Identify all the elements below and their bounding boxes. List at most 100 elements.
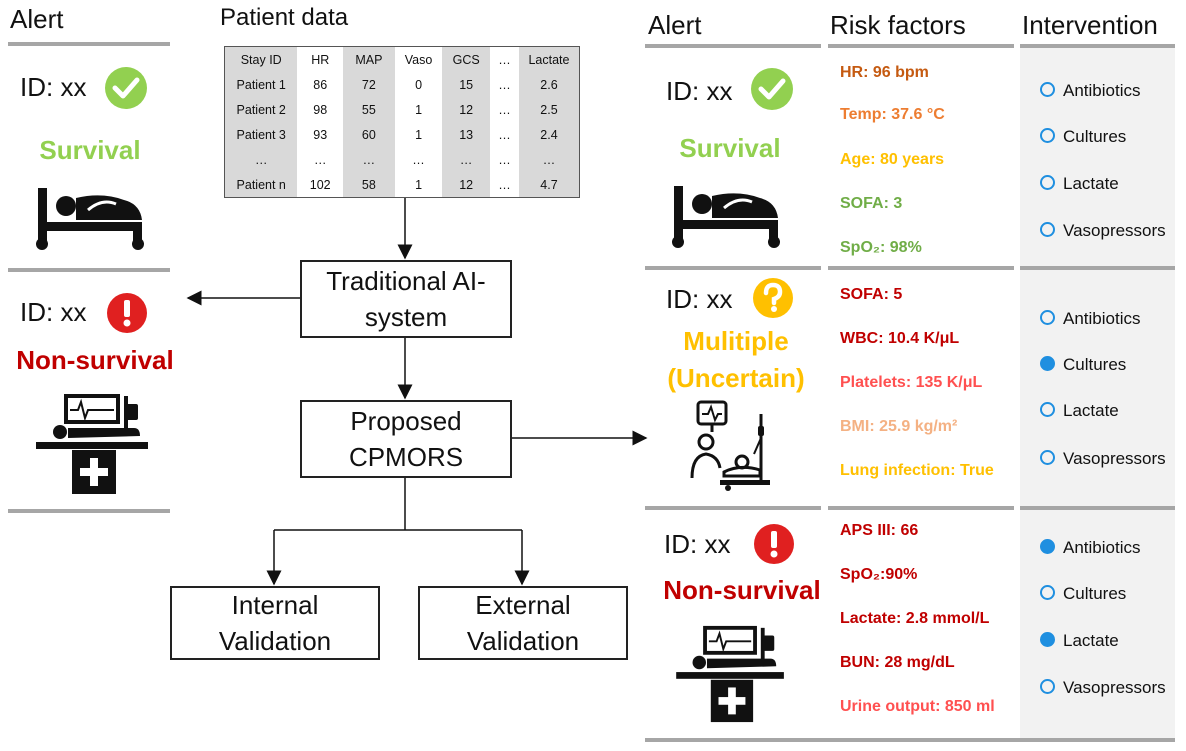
table-cell: …	[498, 152, 511, 167]
intervention-item[interactable]: Antibiotics	[1040, 81, 1140, 101]
risk-factor: SOFA: 3	[840, 195, 903, 212]
table-cell: 4.7	[518, 172, 579, 197]
table-row: Patient 2 98 55 1 12 … 2.5	[225, 97, 579, 122]
intervention-radio-selected[interactable]	[1040, 356, 1055, 372]
table-header-row: Stay ID HR MAP Vaso GCS … Lactate	[225, 47, 579, 72]
patient-data-table: Stay ID HR MAP Vaso GCS … Lactate Patien…	[224, 46, 580, 198]
intervention-item[interactable]: Lactate	[1040, 631, 1119, 651]
col-header: HR	[311, 52, 330, 67]
intervention-radio[interactable]	[1040, 450, 1055, 466]
left-survival-id: ID: xx	[20, 72, 87, 102]
risk-factor: Age: 80 years	[840, 151, 945, 168]
intervention-radio[interactable]	[1040, 585, 1055, 601]
intervention-item[interactable]: Antibiotics	[1040, 309, 1140, 329]
intervention-radio[interactable]	[1040, 128, 1055, 144]
table-cell: 1	[415, 102, 423, 117]
traditional-ai-box: Traditional AI-system	[300, 260, 512, 338]
table-cell: …	[342, 147, 395, 172]
risk-factor: SpO₂: 98%	[840, 239, 922, 256]
right-bottom-divider	[645, 738, 1175, 742]
intervention-radio[interactable]	[1040, 310, 1055, 326]
intervention-item[interactable]: Cultures	[1040, 355, 1126, 375]
intervention-item[interactable]: Cultures	[1040, 584, 1126, 604]
intervention-item[interactable]: Vasopressors	[1040, 449, 1166, 469]
intervention-radio-selected[interactable]	[1040, 539, 1055, 555]
exclamation-icon	[754, 524, 794, 564]
card1-id: ID: xx	[666, 76, 733, 106]
intervention-radio[interactable]	[1040, 175, 1055, 191]
intervention-label: Lactate	[1063, 174, 1119, 193]
intervention-radio[interactable]	[1040, 222, 1055, 238]
intervention-item[interactable]: Lactate	[1040, 401, 1119, 421]
table-cell: 12	[442, 97, 490, 122]
intervention-label: Vasopressors	[1063, 449, 1166, 468]
card2-status-line2: (Uncertain)	[667, 363, 805, 393]
table-cell: Patient 1	[225, 72, 298, 97]
left-header-divider	[8, 42, 170, 46]
left-card-divider	[8, 268, 170, 272]
intervention-item[interactable]: Vasopressors	[1040, 678, 1166, 698]
left-bottom-divider	[8, 509, 170, 513]
table-cell: 15	[442, 72, 490, 97]
risk-factor: Urine output: 850 ml	[840, 698, 995, 715]
card1-status: Survival	[679, 133, 781, 163]
card3-id: ID: xx	[664, 529, 731, 559]
card3-status: Non-survival	[663, 575, 821, 605]
intervention-item[interactable]: Lactate	[1040, 174, 1119, 194]
patient-data-title: Patient data	[220, 4, 349, 31]
risk-factor: APS III: 66	[840, 522, 919, 539]
card2-status: Mulitiple	[683, 326, 789, 356]
intervention-radio[interactable]	[1040, 679, 1055, 695]
right-card1-divider-risk	[828, 266, 1014, 270]
table-cell: Patient n	[225, 172, 298, 197]
col-header: Vaso	[404, 52, 433, 67]
table-cell: 2.5	[518, 97, 579, 122]
table-cell: 1	[415, 127, 423, 142]
intervention-item[interactable]: Cultures	[1040, 127, 1126, 147]
intervention-label: Vasopressors	[1063, 678, 1166, 697]
table-cell: …	[412, 152, 425, 167]
table-cell: …	[498, 177, 511, 192]
table-cell: 0	[415, 77, 423, 92]
intervention-label: Lactate	[1063, 401, 1119, 420]
risk-factor: BUN: 28 mg/dL	[840, 654, 955, 671]
intervention-label: Cultures	[1063, 127, 1127, 146]
exclamation-icon	[107, 293, 147, 333]
intervention-item[interactable]: Antibiotics	[1040, 538, 1140, 558]
bed-patient-icon	[36, 188, 144, 250]
table-row: Patient 3 93 60 1 13 … 2.4	[225, 122, 579, 147]
col-header: MAP	[342, 47, 395, 72]
risk-factor: SpO₂:90%	[840, 566, 918, 583]
table-cell: …	[498, 77, 511, 92]
intervention-item[interactable]: Vasopressors	[1040, 221, 1166, 241]
table-cell: 60	[342, 122, 395, 147]
intervention-radio[interactable]	[1040, 82, 1055, 98]
table-cell: 86	[313, 77, 328, 92]
risk-factor: Temp: 37.6 °C	[840, 106, 945, 123]
left-nonsurvival-status: Non-survival	[16, 345, 174, 375]
risk-factor: SOFA: 5	[840, 286, 903, 303]
table-cell: 12	[442, 172, 490, 197]
table-cell: Patient 2	[225, 97, 298, 122]
intervention-radio[interactable]	[1040, 402, 1055, 418]
bed-patient-icon	[672, 186, 780, 248]
card2-id: ID: xx	[666, 284, 733, 314]
table-cell: 72	[342, 72, 395, 97]
check-icon	[105, 67, 147, 109]
check-icon	[751, 68, 793, 110]
table-cell: …	[442, 147, 490, 172]
table-cell: 1	[415, 177, 423, 192]
table-row: Patient n 102 58 1 12 … 4.7	[225, 172, 579, 197]
proposed-cpmors-box: Proposed CPMORS	[300, 400, 512, 478]
intervention-radio-selected[interactable]	[1040, 632, 1055, 648]
risk-factor: HR: 96 bpm	[840, 64, 929, 81]
table-cell: Patient 3	[225, 122, 298, 147]
icu-monitor-icon	[36, 394, 148, 494]
nurse-patient-icon	[690, 400, 770, 491]
risk-factor: WBC: 10.4 K/μL	[840, 330, 960, 347]
risk-factor: Lactate: 2.8 mmol/L	[840, 610, 990, 627]
left-nonsurvival-id: ID: xx	[20, 297, 87, 327]
table-row: … … … … … … …	[225, 147, 579, 172]
intervention-label: Lactate	[1063, 631, 1119, 650]
